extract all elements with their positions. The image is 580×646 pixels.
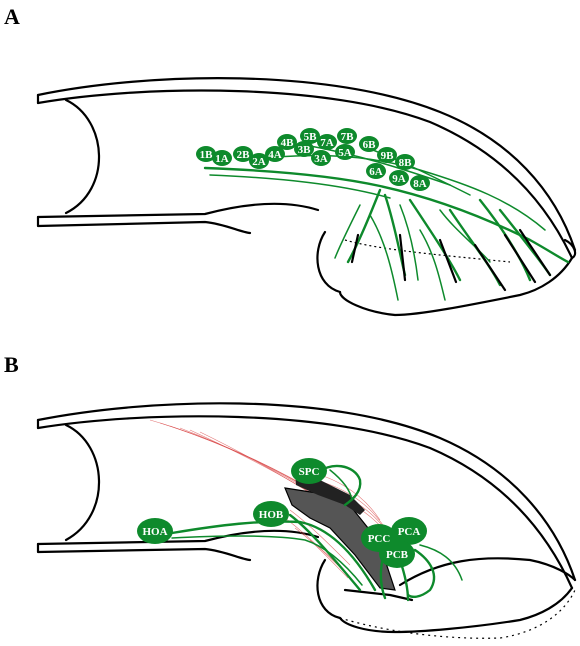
node-pcb: PCB <box>379 540 415 568</box>
node-label: PCA <box>398 526 421 538</box>
node-label: HOA <box>142 526 167 538</box>
node-label: 1A <box>215 153 229 165</box>
node-marker <box>379 540 415 568</box>
node-8a: 8A <box>410 175 430 191</box>
node-marker <box>335 144 355 160</box>
node-4a: 4A <box>265 146 285 162</box>
node-marker <box>366 163 386 179</box>
node-label: 6B <box>363 139 377 151</box>
node-label: 7A <box>320 137 334 149</box>
node-label: 6A <box>369 166 383 178</box>
node-label: 8B <box>399 157 413 169</box>
node-label: 7B <box>341 131 355 143</box>
node-label: 9B <box>381 150 395 162</box>
node-label: PCC <box>368 533 391 545</box>
node-2a: 2A <box>249 153 269 169</box>
node-marker <box>277 134 297 150</box>
node-marker <box>265 146 285 162</box>
node-7b: 7B <box>337 128 357 144</box>
panel-a-letter: A <box>4 4 20 29</box>
node-7a: 7A <box>317 134 337 150</box>
node-label: HOB <box>259 509 284 521</box>
node-3a: 3A <box>311 150 331 166</box>
node-marker <box>291 458 327 484</box>
node-marker <box>359 136 379 152</box>
node-label: PCB <box>386 549 409 561</box>
node-5a: 5A <box>335 144 355 160</box>
node-marker <box>137 518 173 544</box>
node-label: 1B <box>200 149 214 161</box>
node-label: 4B <box>281 137 295 149</box>
node-label: 9A <box>392 173 406 185</box>
node-marker <box>377 147 397 163</box>
node-hoa: HOA <box>137 518 173 544</box>
node-marker <box>389 170 409 186</box>
node-marker <box>212 150 232 166</box>
node-label: 3A <box>314 153 328 165</box>
node-8b: 8B <box>395 154 415 170</box>
node-label: 3B <box>298 144 312 156</box>
node-3b: 3B <box>294 141 314 157</box>
node-2b: 2B <box>233 146 253 162</box>
node-6a: 6A <box>366 163 386 179</box>
node-label: 8A <box>413 178 427 190</box>
node-label: 5B <box>304 131 318 143</box>
node-6b: 6B <box>359 136 379 152</box>
node-1b: 1B <box>196 146 216 162</box>
panel-b-nodes: HOA HOB SPC PCA PCC PCB <box>137 458 427 568</box>
node-marker <box>294 141 314 157</box>
node-label: SPC <box>299 466 320 478</box>
node-5b: 5B <box>300 128 320 144</box>
node-spc: SPC <box>291 458 327 484</box>
node-9b: 9B <box>377 147 397 163</box>
node-marker <box>253 501 289 527</box>
panel-b-claw-outline <box>36 402 577 639</box>
node-label: 2A <box>252 156 266 168</box>
node-marker <box>317 134 337 150</box>
node-marker <box>233 146 253 162</box>
node-pca: PCA <box>391 517 427 545</box>
panel-b-letter: B <box>4 352 19 377</box>
node-1a: 1A <box>212 150 232 166</box>
node-4b: 4B <box>277 134 297 150</box>
node-9a: 9A <box>389 170 409 186</box>
node-marker <box>391 517 427 545</box>
node-hob: HOB <box>253 501 289 527</box>
node-marker <box>395 154 415 170</box>
node-label: 2B <box>237 149 251 161</box>
node-marker <box>311 150 331 166</box>
node-marker <box>196 146 216 162</box>
node-marker <box>300 128 320 144</box>
node-marker <box>249 153 269 169</box>
node-label: 5A <box>338 147 352 159</box>
panel-a-claw-outline <box>36 77 577 317</box>
node-marker <box>410 175 430 191</box>
node-label: 4A <box>268 149 282 161</box>
node-marker <box>337 128 357 144</box>
